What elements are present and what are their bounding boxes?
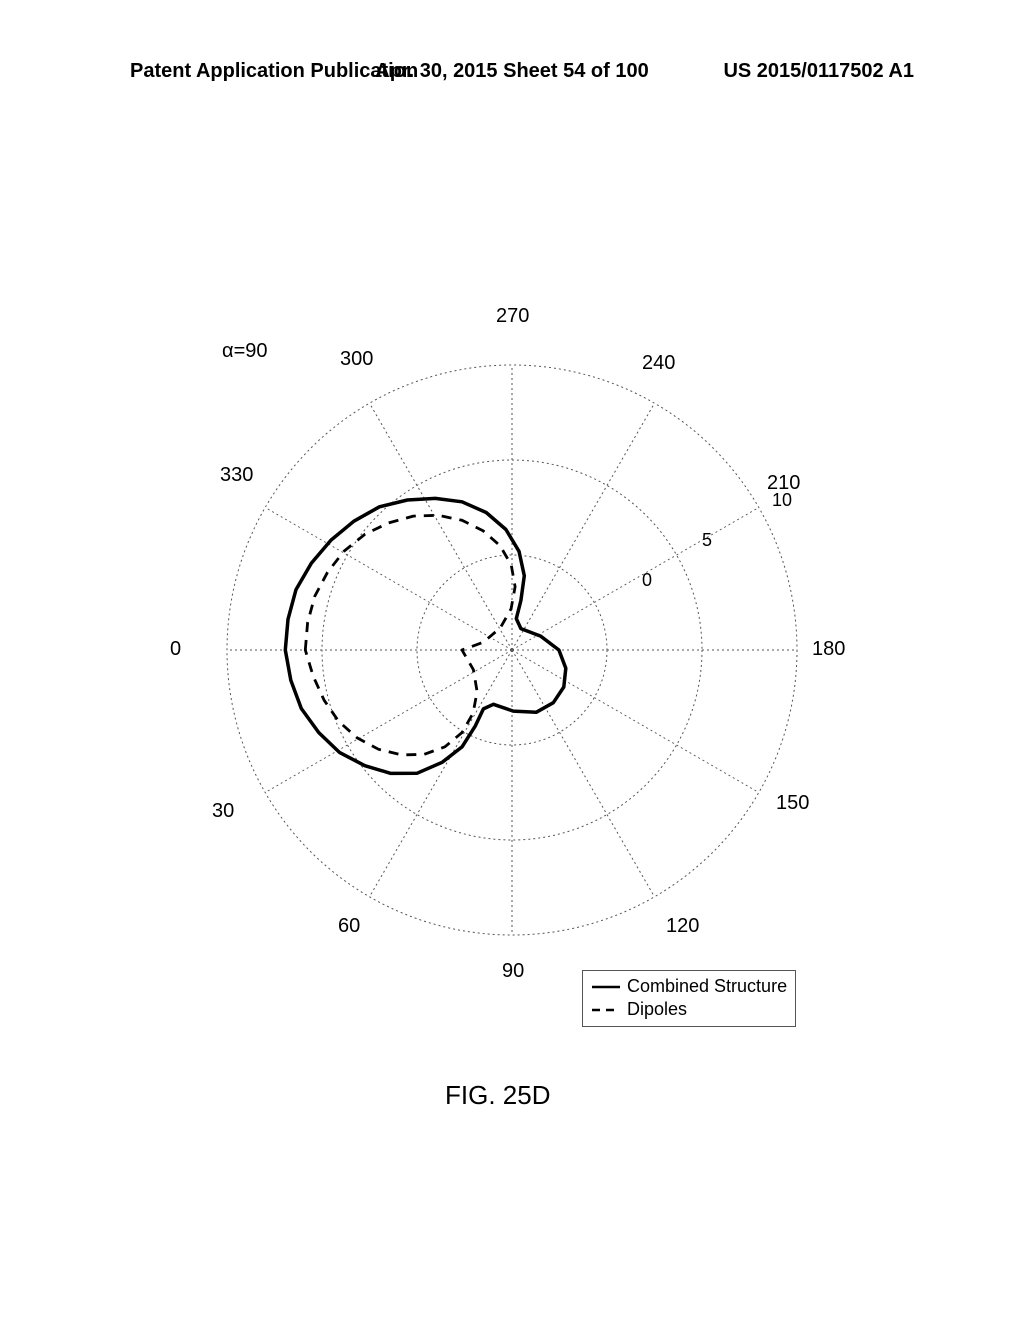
legend-item: Dipoles [591, 998, 787, 1021]
page: Patent Application Publication Apr. 30, … [0, 0, 1024, 1320]
angle-label-300: 300 [340, 348, 373, 371]
header-right: US 2015/0117502 A1 [723, 60, 914, 83]
angle-label-120: 120 [666, 915, 699, 938]
polar-chart: α=90 0306090120150180210240270300330 051… [112, 280, 912, 1080]
grid-spoke [512, 650, 759, 793]
legend-swatch [591, 1005, 621, 1015]
legend-label: Dipoles [627, 998, 687, 1021]
page-header: Patent Application Publication Apr. 30, … [0, 60, 1024, 83]
header-center: Apr. 30, 2015 Sheet 54 of 100 [375, 60, 649, 83]
legend-label: Combined Structure [627, 975, 787, 998]
grid-spoke [512, 650, 655, 897]
angle-label-270: 270 [496, 305, 529, 328]
series-dipoles [305, 515, 515, 755]
angle-label-330: 330 [220, 464, 253, 487]
radial-label-10: 10 [772, 490, 792, 511]
polar-grid [227, 365, 797, 935]
legend: Combined StructureDipoles [582, 970, 796, 1027]
radial-label-0: 0 [642, 570, 652, 591]
grid-spoke [370, 403, 513, 650]
legend-item: Combined Structure [591, 975, 787, 998]
figure-caption: FIG. 25D [445, 1080, 550, 1111]
series-combined-structure [285, 498, 566, 773]
angle-label-0: 0 [170, 638, 181, 661]
polar-series [285, 498, 566, 773]
angle-label-90: 90 [502, 960, 524, 983]
legend-swatch [591, 982, 621, 992]
angle-label-180: 180 [812, 638, 845, 661]
angle-label-30: 30 [212, 800, 234, 823]
alpha-label: α=90 [222, 340, 268, 363]
angle-label-60: 60 [338, 915, 360, 938]
grid-spoke [512, 508, 759, 651]
angle-label-150: 150 [776, 792, 809, 815]
angle-label-240: 240 [642, 352, 675, 375]
radial-label-5: 5 [702, 530, 712, 551]
grid-spoke [512, 403, 655, 650]
